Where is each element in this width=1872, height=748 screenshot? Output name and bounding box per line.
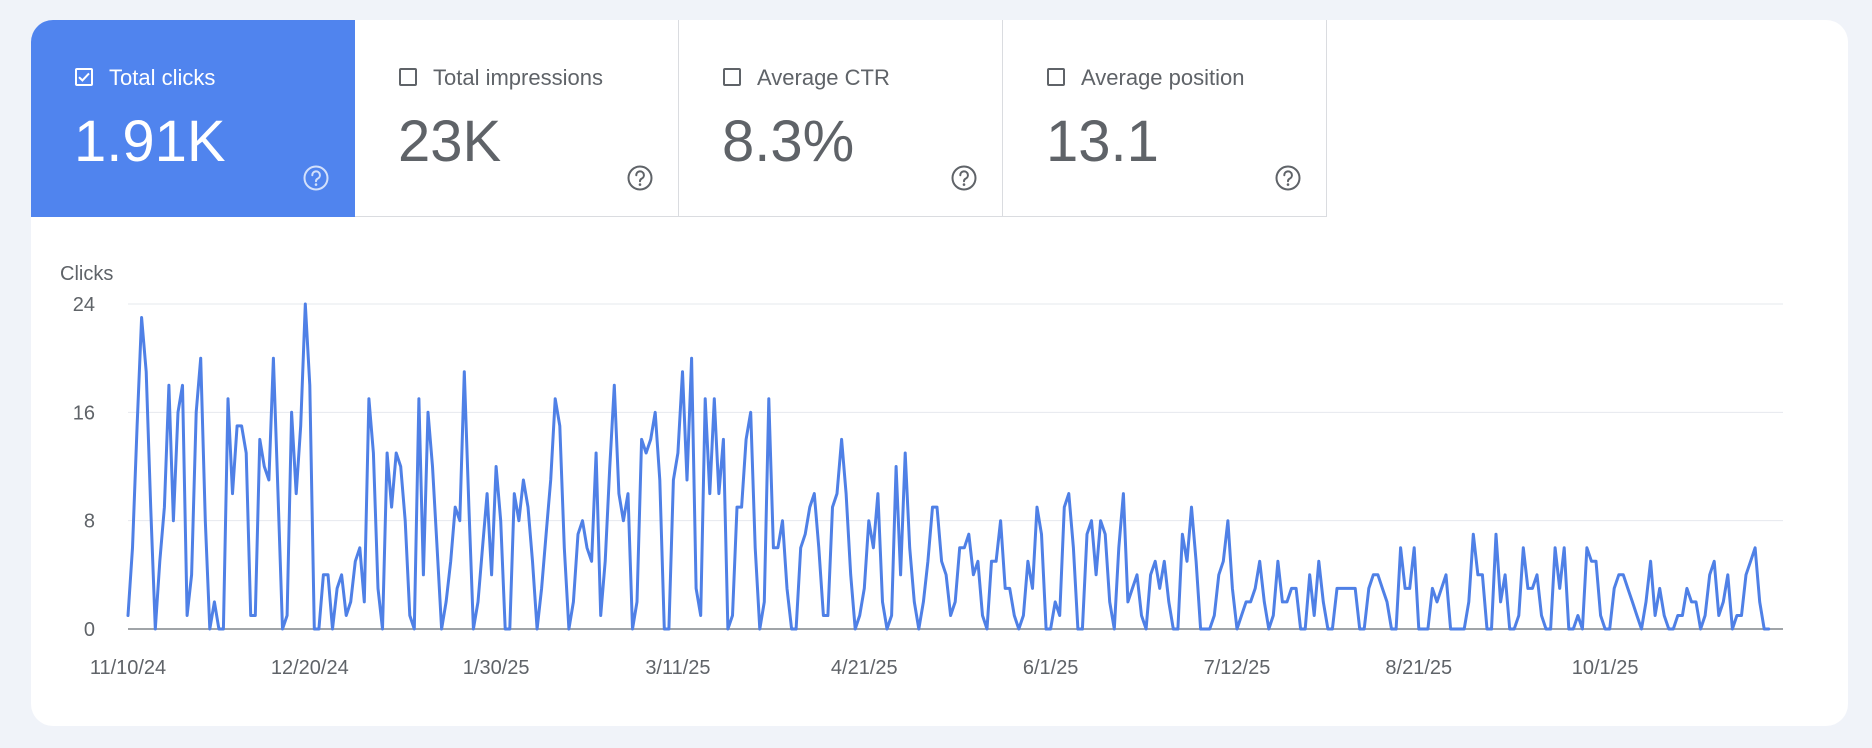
x-tick-label: 4/21/25 (831, 657, 898, 679)
metric-label: Total clicks (109, 65, 216, 90)
y-axis-title: Clicks (60, 263, 113, 285)
series-line-clicks (126, 302, 1771, 631)
y-tick-label: 24 (73, 294, 95, 316)
x-tick-label: 6/1/25 (1023, 657, 1079, 679)
checkbox-icon[interactable] (75, 68, 93, 86)
checkbox-icon[interactable] (399, 68, 417, 86)
x-tick-label: 10/1/25 (1572, 657, 1639, 679)
metric-label: Average CTR (757, 65, 890, 90)
x-tick-label: 7/12/25 (1204, 657, 1271, 679)
x-tick-label: 12/20/24 (271, 657, 349, 679)
x-tick-label: 8/21/25 (1385, 657, 1452, 679)
performance-card: Total clicks 1.91K Total impressions 23K… (31, 20, 1848, 726)
x-tick-label: 3/11/25 (645, 657, 710, 679)
metric-tile-average-position[interactable]: Average position 13.1 (1003, 20, 1327, 217)
metric-value: 1.91K (74, 109, 226, 174)
help-circle-icon[interactable] (626, 164, 654, 192)
metric-tile-average-ctr[interactable]: Average CTR 8.3% (679, 20, 1003, 217)
x-tick-label: 1/30/25 (463, 657, 530, 679)
y-tick-label: 0 (84, 619, 95, 641)
metric-tile-total-impressions[interactable]: Total impressions 23K (355, 20, 679, 217)
metric-label: Total impressions (433, 65, 603, 90)
y-tick-label: 16 (73, 402, 95, 424)
help-circle-icon[interactable] (1274, 164, 1302, 192)
checkmark-icon (78, 72, 90, 82)
metric-value: 13.1 (1046, 109, 1159, 174)
clicks-line-chart: Clicks 0 8 16 24 11/10/24 12/20/24 1/30/25 3/11… (60, 263, 1783, 679)
y-tick-label: 8 (84, 511, 95, 533)
metric-value: 8.3% (722, 109, 855, 174)
metric-value: 23K (398, 109, 502, 174)
metric-tiles: Total clicks 1.91K Total impressions 23K… (31, 20, 1327, 218)
checkbox-icon[interactable] (1047, 68, 1065, 86)
metric-tile-total-clicks[interactable]: Total clicks 1.91K (31, 20, 355, 217)
metric-label: Average position (1081, 65, 1245, 90)
checkbox-icon[interactable] (723, 68, 741, 86)
help-circle-icon[interactable] (302, 164, 330, 192)
help-circle-icon[interactable] (950, 164, 978, 192)
x-tick-label: 11/10/24 (90, 657, 166, 679)
